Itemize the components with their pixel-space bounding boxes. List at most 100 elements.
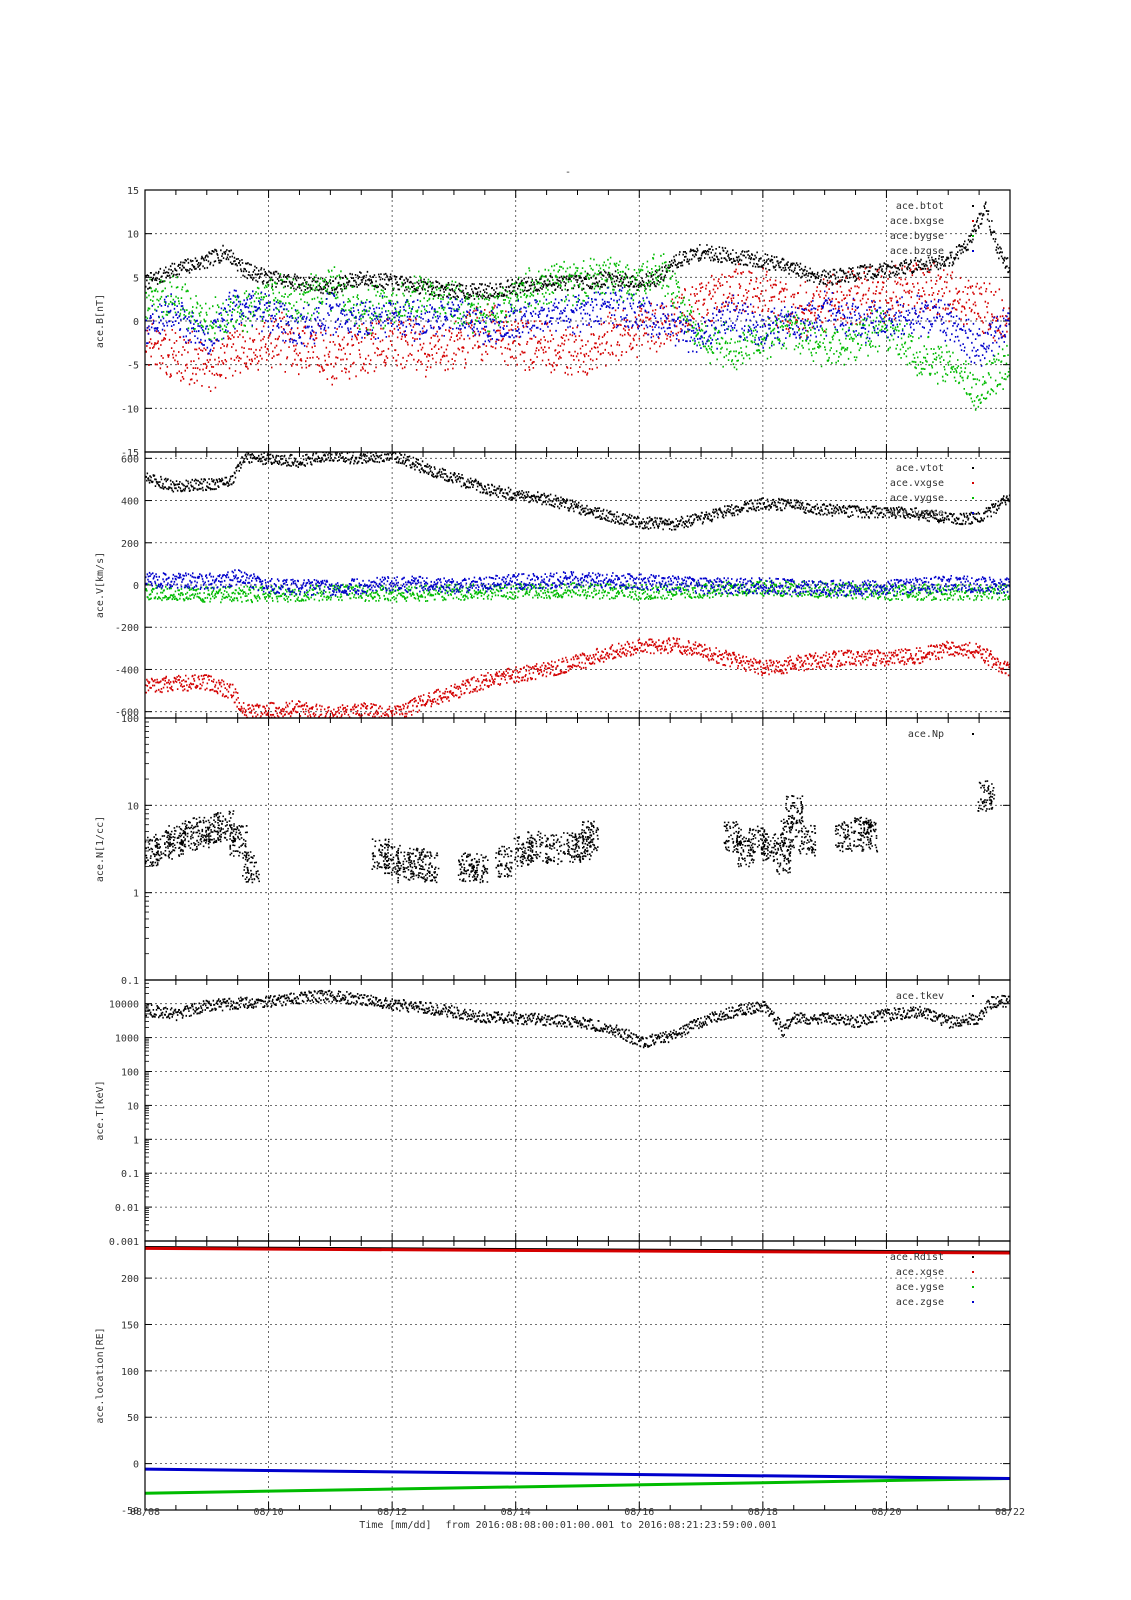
legend-label-ace-bxgse: ace.bxgse (890, 216, 944, 227)
series-ace-zgse (145, 1467, 1010, 1480)
series-points-ace-vzgse (145, 569, 1010, 597)
series-ace-bygse (145, 253, 1010, 411)
panels: -15-10-5051015ace.B[nT]ace.btotace.bxgse… (95, 186, 1011, 1517)
series-ace-np (145, 780, 996, 884)
x-axis-footer: Time [mm/dd] from 2016:08:08:00:01:00.001… (359, 1520, 776, 1531)
legend-label-ace-vtot: ace.vtot (896, 463, 944, 474)
legend-label-ace-bygse: ace.bygse (890, 231, 944, 242)
x-tick-label: 08/08 (130, 1507, 160, 1518)
panel-1: -15 -10 -5 0 5 10 15 ace.B[nT] ace.btot ace.bxgse… (95, 186, 1011, 459)
legend-5: ace.Rdist ace.xgse ace.ygse ace.zgse (890, 1252, 974, 1308)
legend-marker-ace-vzgse (972, 512, 974, 514)
y-tick-label: 0 (133, 317, 139, 328)
series-ace-bxgse (145, 262, 1010, 392)
series-ace-vtot (145, 452, 1010, 531)
legend-2: ace.vtot ace.vxgse ace.vygse ace.vzgse (890, 463, 974, 519)
panel-3: 0.1 1 10 100 ace.N[1/cc] ace.Np (95, 714, 1011, 987)
y-tick-label: 15 (127, 186, 139, 197)
legend-marker-ace-ygse (972, 1286, 974, 1288)
panel-2: -600 -400 -200 0 200 400 600 ace.V[km/s] ace.vto… (95, 451, 1011, 719)
y-axis-title-2: ace.V[km/s] (95, 552, 106, 618)
legend-1: ace.btot ace.bxgse ace.bygse ace.bzgse (890, 201, 974, 257)
y-tick-label: 600 (121, 454, 139, 465)
legend-marker-ace-tkev (972, 995, 974, 997)
plot-area-5 (145, 1245, 1010, 1495)
series-points-ace-vygse (145, 579, 1010, 604)
y-tick-label: 100 (121, 1367, 139, 1378)
y-tick-label: -50 (121, 1506, 139, 1517)
y-tick-label: -10 (121, 404, 139, 415)
legend-label-ace-vxgse: ace.vxgse (890, 478, 944, 489)
x-tick-label: 08/22 (995, 1507, 1025, 1518)
legend-marker-ace-bxgse (972, 220, 974, 222)
y-tick-label: -200 (115, 623, 139, 634)
y-tick-label-bottom: 0.001 (109, 1237, 139, 1248)
legend-label-ace-vygse: ace.vygse (890, 493, 944, 504)
legend-4: ace.tkev (896, 991, 974, 1002)
y-tick-label: 150 (121, 1320, 139, 1331)
y-tick-label: 200 (121, 1274, 139, 1285)
series-ace-xgse (145, 1246, 1010, 1255)
y-tick-label: 0.1 (121, 1169, 139, 1180)
y-axis-title-3: ace.N[1/cc] (95, 816, 106, 882)
panel-4: 0.01 0.1 1 10 100 1000 10000 0.001 ace.T[keV] ace… (95, 979, 1011, 1248)
y-tick-label: 10000 (109, 1000, 139, 1011)
legend-marker-ace-rdist (972, 1256, 974, 1258)
legend-label-ace-ygse: ace.ygse (896, 1282, 944, 1293)
panel-frame (144, 979, 1011, 1242)
series-ace-tkev (145, 989, 1010, 1049)
legend-marker-ace-vtot (972, 467, 974, 469)
y-tick-label: 1 (133, 1135, 139, 1146)
legend-marker-ace-np (972, 733, 974, 735)
y-tick-label: 400 (121, 497, 139, 508)
panel-5: -50 0 50 100 150 200 ace.location[RE] ace.Rdist… (95, 1240, 1011, 1517)
series-ace-btot (145, 201, 1010, 300)
y-tick-label: 0 (133, 581, 139, 592)
x-axis: 08/08 08/10 08/12 08/14 08/16 08/18 08/20 08/22 (130, 1507, 1025, 1518)
series-ace-vxgse (145, 637, 1010, 718)
series-points-ace-bxgse (145, 262, 1010, 392)
y-tick-label: 50 (127, 1413, 139, 1424)
y-tick-label: 10 (127, 1101, 139, 1112)
series-points-ace-tkev (145, 989, 1010, 1049)
y-tick-label: 0 (133, 1460, 139, 1471)
y-tick-label: 10 (127, 230, 139, 241)
legend-marker-ace-vygse (972, 497, 974, 499)
series-points-ace-np (145, 780, 996, 884)
series-line-ace-xgse (145, 1246, 1010, 1255)
y-axis-title-5: ace.location[RE] (95, 1327, 106, 1423)
y-tick-label: -5 (127, 361, 139, 372)
legend-label-ace-rdist: ace.Rdist (890, 1252, 944, 1263)
y-tick-label: 1000 (115, 1034, 139, 1045)
legend-marker-ace-vxgse (972, 482, 974, 484)
figure-title: - (565, 167, 571, 178)
y-tick-label: -600 (115, 708, 139, 719)
plot-area-4 (145, 989, 1010, 1049)
legend-3: ace.Np (908, 729, 974, 740)
legend-label-ace-xgse: ace.xgse (896, 1267, 944, 1278)
series-points-ace-vtot (145, 452, 1010, 531)
series-ace-ygse (145, 1476, 1010, 1495)
series-ace-vzgse (145, 569, 1010, 597)
x-axis-label: Time [mm/dd] (359, 1520, 431, 1531)
plot-area-2 (145, 452, 1010, 718)
legend-marker-ace-bzgse (972, 250, 974, 252)
series-points-ace-btot (145, 201, 1010, 300)
legend-marker-ace-btot (972, 205, 974, 207)
series-line-ace-zgse (145, 1467, 1010, 1480)
x-tick-label: 08/16 (624, 1507, 654, 1518)
legend-label-ace-btot: ace.btot (896, 201, 944, 212)
legend-label-ace-tkev: ace.tkev (896, 991, 944, 1002)
y-tick-label: 0.01 (115, 1203, 139, 1214)
x-tick-label: 08/20 (871, 1507, 901, 1518)
legend-marker-ace-zgse (972, 1301, 974, 1303)
x-tick-label: 08/10 (254, 1507, 284, 1518)
time-range-label: from 2016:08:08:00:01:00.001 to 2016:08:… (446, 1520, 777, 1531)
y-tick-label: 0.1 (121, 976, 139, 987)
y-tick-label: 200 (121, 539, 139, 550)
panel-frame (144, 717, 1011, 981)
y-tick-label: 5 (133, 273, 139, 284)
series-ace-vygse (145, 579, 1010, 604)
legend-label-ace-np: ace.Np (908, 729, 944, 740)
